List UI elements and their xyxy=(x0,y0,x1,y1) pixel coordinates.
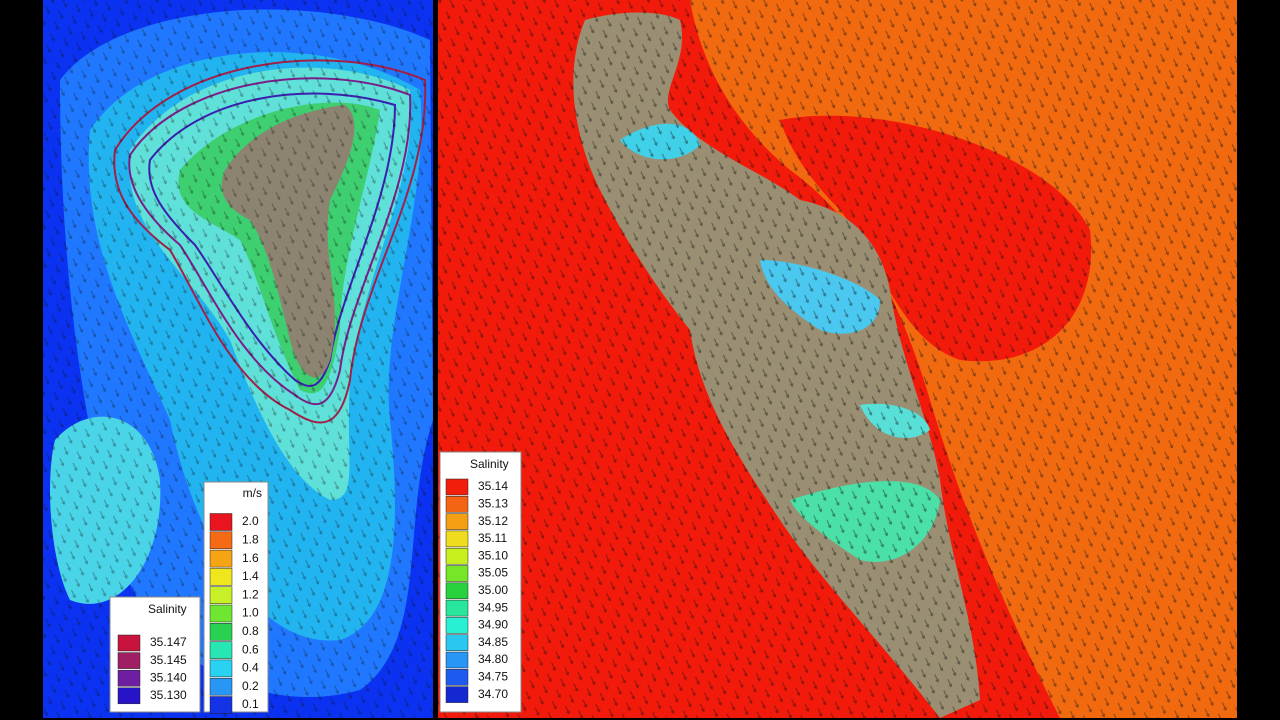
legend-label: 1.8 xyxy=(242,532,259,546)
legend-swatch xyxy=(209,531,233,550)
legend-box xyxy=(439,451,522,713)
legend-swatch xyxy=(445,634,469,651)
legend-swatch xyxy=(445,599,469,617)
legend-swatch xyxy=(445,565,469,582)
legend-label: 0.4 xyxy=(242,661,259,675)
legend-label: 1.6 xyxy=(242,551,259,565)
salinity-legend-right: Salinity 35.14 35.13 35.12 35.11 35.10 35.05 3… xyxy=(439,451,522,713)
legend-label: 35.13 xyxy=(478,496,508,510)
legend-swatch xyxy=(209,568,233,586)
legend-label: 1.0 xyxy=(242,606,259,620)
legend-swatch xyxy=(209,641,233,659)
legend-swatch xyxy=(209,549,233,568)
legend-swatch xyxy=(209,659,233,678)
legend-swatch xyxy=(445,582,469,600)
legend-label: 35.11 xyxy=(478,531,507,545)
legend-label: 35.10 xyxy=(478,548,508,562)
legend-swatch xyxy=(445,651,469,669)
legend-title: Salinity xyxy=(470,457,509,471)
legend-label: 35.14 xyxy=(478,479,508,493)
legend-swatch xyxy=(445,547,469,565)
legend-swatch xyxy=(117,652,141,669)
legend-label: 35.00 xyxy=(478,583,508,597)
legend-swatch xyxy=(117,669,141,687)
legend-label: 1.2 xyxy=(242,587,259,601)
legend-swatch xyxy=(209,586,233,604)
legend-label: 35.05 xyxy=(478,566,508,580)
right-panel xyxy=(438,0,1237,718)
legend-label: 34.95 xyxy=(478,600,508,614)
legend-swatch xyxy=(117,687,141,705)
legend-swatch xyxy=(209,513,233,531)
legend-swatch xyxy=(445,669,469,686)
legend-label: 34.75 xyxy=(478,669,508,683)
legend-label: 34.80 xyxy=(478,652,508,666)
legend-label: 0.2 xyxy=(242,679,259,693)
legend-label: 0.8 xyxy=(242,624,259,638)
legend-title: m/s xyxy=(243,486,262,500)
velocity-arrows xyxy=(438,0,1237,718)
legend-label: 35.147 xyxy=(150,635,187,649)
legend-label: 2.0 xyxy=(242,514,259,528)
speed-legend: m/s 2.0 1.8 1.6 1.4 1.2 1.0 0.8 0.6 0.4 0.2 0.1 xyxy=(203,481,269,714)
legend-label: 0.6 xyxy=(242,642,259,656)
legend-swatch xyxy=(445,530,469,548)
legend-title: Salinity xyxy=(148,602,187,616)
left-panel xyxy=(43,0,433,718)
legend-swatch xyxy=(209,623,233,641)
legend-label: 35.140 xyxy=(150,670,187,684)
legend-label: 35.12 xyxy=(478,514,508,528)
legend-label: 35.130 xyxy=(150,688,187,702)
legend-label: 34.85 xyxy=(478,635,508,649)
legend-swatch xyxy=(117,634,141,652)
legend-label: 35.145 xyxy=(150,653,187,667)
legend-swatch xyxy=(209,696,233,714)
legend-swatch xyxy=(209,604,233,623)
legend-swatch xyxy=(445,617,469,634)
salinity-legend-left: Salinity 35.147 35.145 35.140 35.130 xyxy=(109,596,201,713)
legend-swatch xyxy=(445,513,469,530)
legend-swatch xyxy=(445,496,469,513)
legend-label: 34.70 xyxy=(478,687,508,701)
legend-swatch xyxy=(445,478,469,496)
legend-swatch xyxy=(445,686,469,703)
legend-label: 1.4 xyxy=(242,569,259,583)
legend-label: 34.90 xyxy=(478,618,508,632)
legend-label: 0.1 xyxy=(242,697,259,711)
legend-swatch xyxy=(209,677,233,696)
